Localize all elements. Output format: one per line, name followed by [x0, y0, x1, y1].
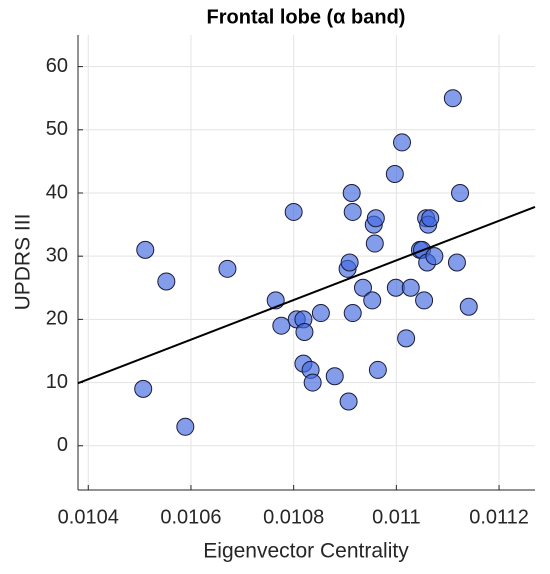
y-tick-label: 50 — [46, 118, 68, 140]
point — [343, 202, 362, 221]
point — [284, 202, 303, 221]
point — [385, 165, 404, 184]
point — [157, 272, 176, 291]
fit-line — [77, 205, 536, 385]
point — [295, 323, 314, 342]
y-tick-label: 20 — [46, 308, 68, 330]
point — [415, 291, 434, 310]
point — [443, 89, 462, 108]
point — [425, 247, 444, 266]
x-tick-label: 0.011 — [372, 506, 421, 528]
point — [421, 209, 440, 228]
point — [311, 304, 330, 323]
point — [366, 209, 385, 228]
y-tick-label: 10 — [46, 371, 68, 393]
x-tick-label: 0.0104 — [58, 506, 119, 528]
point — [393, 133, 412, 152]
point — [134, 379, 153, 398]
y-tick-label: 0 — [57, 434, 68, 456]
x-tick-label: 0.0106 — [160, 506, 221, 528]
point — [340, 253, 359, 272]
point — [365, 234, 384, 253]
point — [397, 329, 416, 348]
x-tick-label: 0.0112 — [469, 506, 529, 528]
y-tick-label: 40 — [46, 181, 68, 203]
point — [353, 278, 372, 297]
point — [363, 291, 382, 310]
point — [272, 316, 291, 335]
point — [339, 392, 358, 411]
point — [303, 373, 322, 392]
point — [401, 278, 420, 297]
point — [176, 417, 195, 436]
point — [451, 183, 470, 202]
point — [368, 360, 387, 379]
point — [342, 183, 361, 202]
point — [325, 367, 344, 386]
y-tick-label: 60 — [46, 55, 68, 77]
point — [136, 240, 155, 259]
point — [459, 297, 478, 316]
x-axis-label: Eigenvector Centrality — [203, 540, 409, 563]
y-axis-label: UPDRS III — [12, 214, 35, 311]
x-tick-label: 0.0108 — [263, 506, 324, 528]
point — [447, 253, 466, 272]
point — [343, 304, 362, 323]
point — [218, 259, 237, 278]
chart-title: Frontal lobe (α band) — [207, 6, 406, 28]
y-tick-label: 30 — [46, 244, 68, 266]
